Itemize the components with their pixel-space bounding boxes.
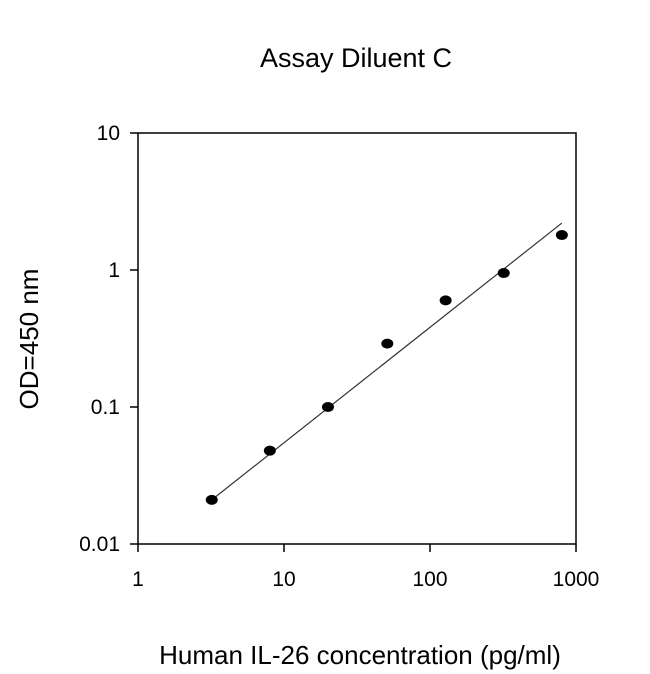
data-point (263, 445, 276, 456)
y-tick-label: 0.1 (91, 396, 120, 419)
y-tick-label: 1 (108, 259, 120, 282)
data-point (555, 230, 568, 241)
x-tick-label: 1 (132, 568, 144, 591)
data-point (321, 402, 334, 412)
chart-title: Assay Diluent C (260, 43, 452, 73)
y-tick-label: 10 (97, 122, 120, 145)
y-axis: 0.01 0.1 1 10 (79, 122, 138, 556)
data-point (439, 295, 452, 306)
plot-area (137, 132, 577, 545)
data-point (497, 268, 510, 279)
y-tick-label: 0.01 (79, 533, 120, 556)
data-points (205, 230, 568, 505)
x-axis-label: Human IL-26 concentration (pg/ml) (159, 640, 561, 670)
y-axis-label: OD=450 nm (14, 269, 44, 410)
data-point (205, 494, 218, 505)
data-point (381, 338, 394, 349)
x-axis: 1 10 100 1000 (132, 544, 599, 591)
fit-line (211, 222, 563, 501)
x-tick-label: 1000 (553, 568, 600, 591)
x-tick-label: 10 (272, 568, 295, 591)
x-tick-label: 100 (412, 568, 447, 591)
